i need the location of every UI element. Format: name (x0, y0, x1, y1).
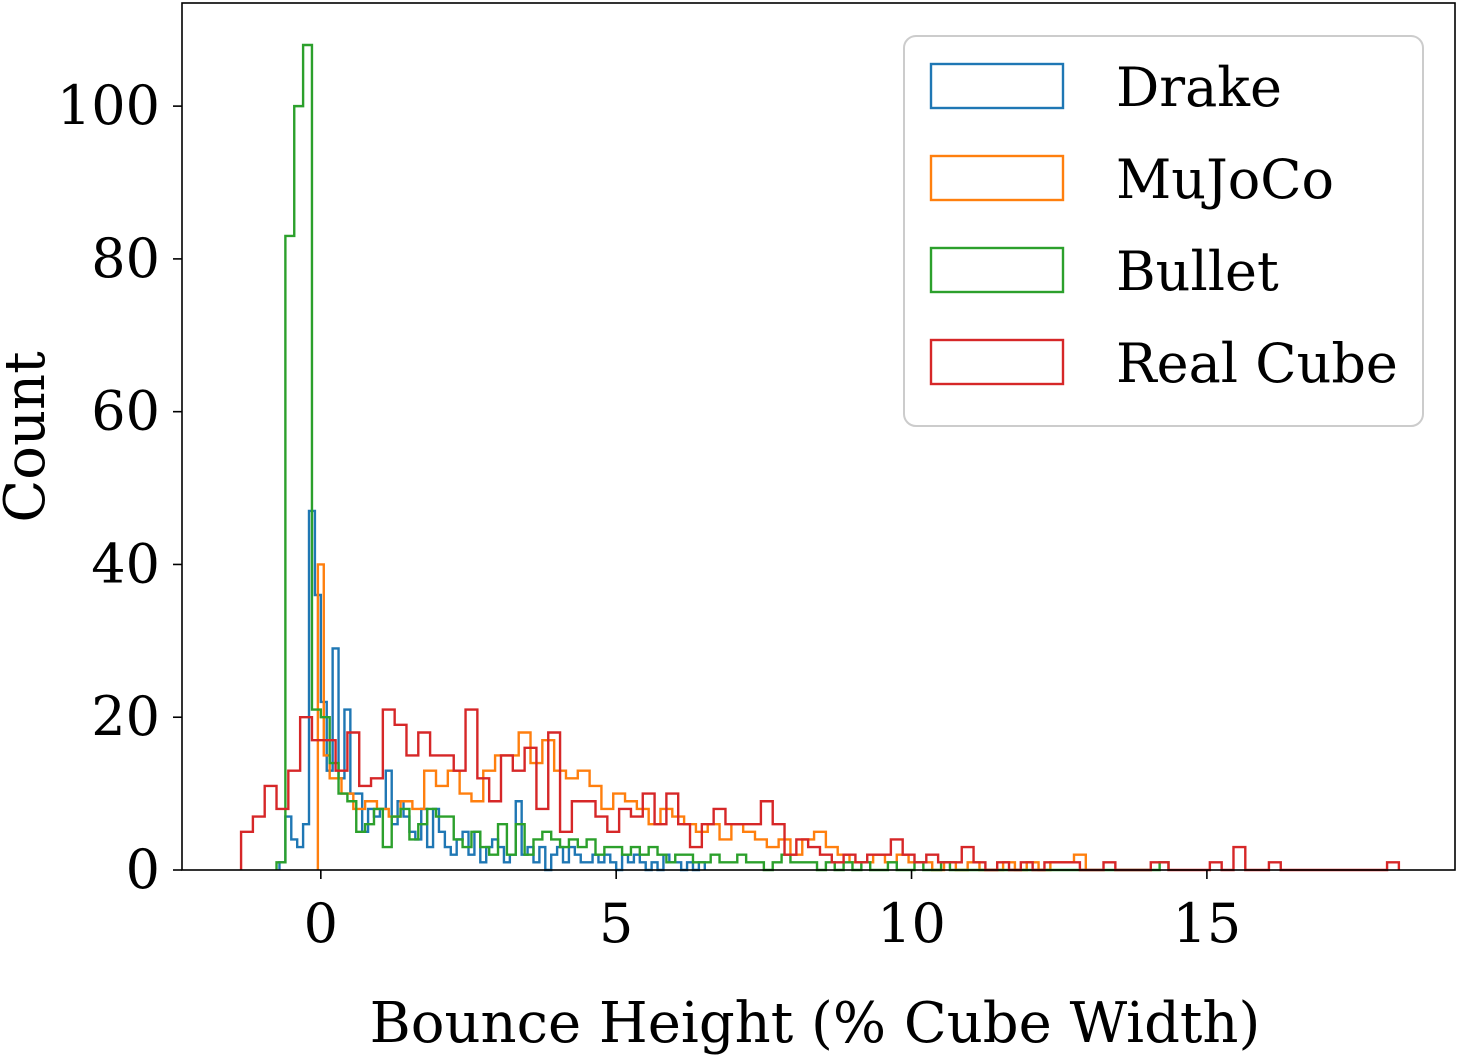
axis-ticks-layer: 0 5 10 15 0 20 40 60 80 100 (57, 74, 1241, 955)
x-tick-label: 0 (304, 892, 338, 955)
legend-label-bullet: Bullet (1116, 240, 1279, 303)
histogram-series-drake (278, 509, 706, 872)
legend-swatch-bullet (929, 246, 1065, 294)
y-tick-label: 20 (91, 685, 160, 748)
histogram-series-real-cube (239, 708, 1401, 872)
y-tick-label: 0 (126, 838, 160, 901)
x-tick-label: 10 (877, 892, 946, 955)
legend-label-drake: Drake (1116, 56, 1282, 119)
y-tick-label: 80 (91, 227, 160, 290)
legend-label-mujoco: MuJoCo (1116, 148, 1334, 211)
histogram-series-bullet (275, 43, 1170, 872)
x-tick-label: 15 (1173, 892, 1242, 955)
y-tick-label: 40 (91, 532, 160, 595)
legend-label-real-cube: Real Cube (1116, 332, 1398, 395)
y-tick-label: 60 (91, 380, 160, 443)
legend-items: Drake MuJoCo Bullet Real Cube (929, 56, 1398, 395)
y-axis-title: Count (0, 351, 58, 523)
legend-swatch-real-cube (929, 338, 1065, 386)
histogram-series-layer (239, 43, 1401, 872)
legend-frame (903, 35, 1424, 427)
legend-swatch-drake (929, 62, 1065, 110)
plot-frame (181, 2, 1456, 871)
y-tick-label: 100 (57, 74, 160, 137)
legend: Drake MuJoCo Bullet Real Cube (903, 35, 1424, 427)
legend-swatch-mujoco (929, 154, 1065, 202)
x-axis-title: Bounce Height (% Cube Width) (370, 991, 1261, 1056)
x-tick-label: 5 (599, 892, 633, 955)
